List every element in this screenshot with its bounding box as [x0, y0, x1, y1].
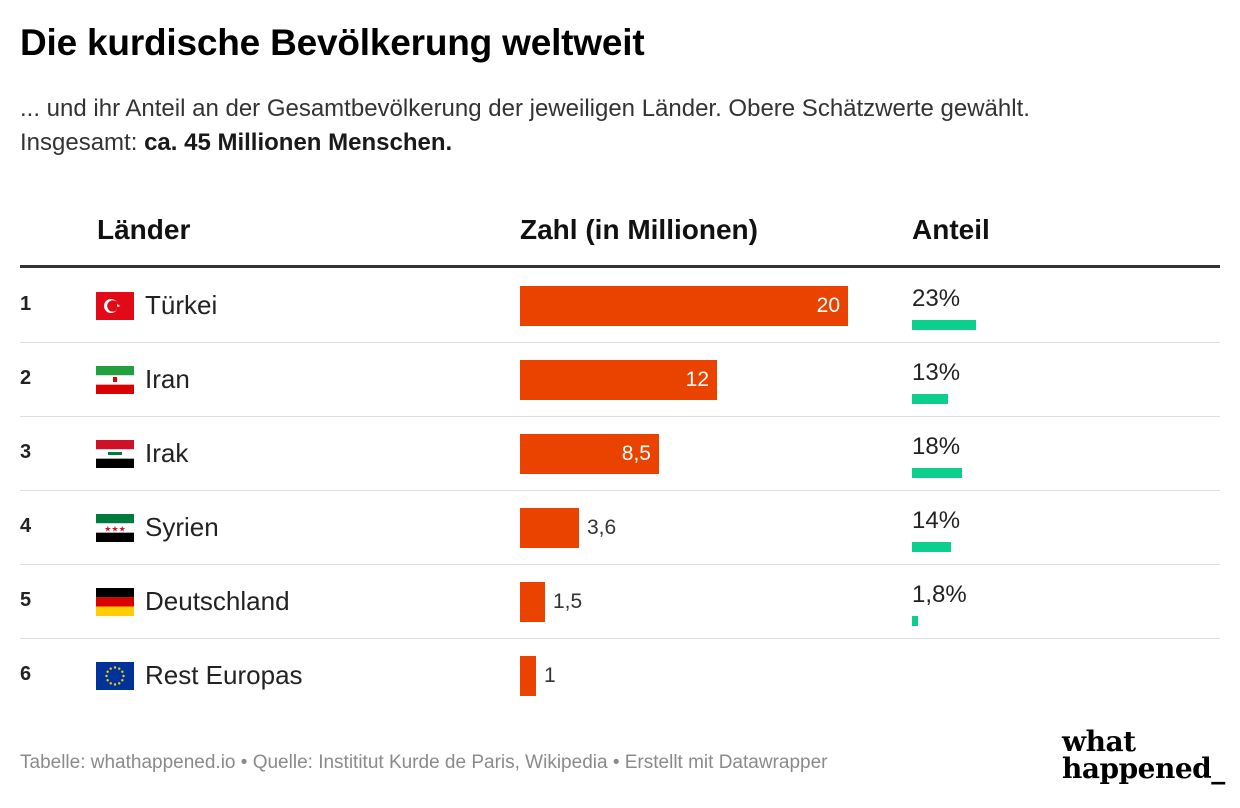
country-name: Syrien: [145, 512, 219, 542]
country-name: Türkei: [145, 290, 218, 320]
table-row: 4 ★★★ Syrien 3,6 14%: [20, 491, 1220, 565]
row-divider: [20, 638, 1220, 639]
share-label: 23%: [912, 285, 961, 312]
iraq-flag: [96, 440, 134, 468]
subtitle-total-prefix: Insgesamt:: [20, 129, 145, 156]
logo-line-2: happened_: [1062, 752, 1225, 785]
column-header-share: Anteil: [912, 214, 990, 245]
whathappened-logo: what happened_: [1062, 725, 1225, 785]
row-divider: [20, 342, 1220, 343]
logo-line-1: what: [1062, 725, 1136, 758]
row-divider: [20, 490, 1220, 491]
value-label: 20: [816, 294, 840, 317]
syria-flag: ★★★: [96, 514, 134, 542]
table-row: 1 Türkei 20 23%: [20, 269, 1220, 343]
source-footer: Tabelle: whathappened.io • Quelle: Insti…: [20, 752, 828, 773]
share-bar: [912, 394, 948, 404]
row-divider: [20, 416, 1220, 417]
table-row: 5 Deutschland 1,5 1,8%: [20, 565, 1220, 639]
share-label: 18%: [912, 433, 961, 460]
value-bar: 20: [520, 286, 848, 326]
value-label: 3,6: [587, 516, 617, 539]
share-bar: [912, 616, 918, 626]
value-label: 1,5: [553, 590, 583, 613]
table-row: 3 Irak 8,5 18%: [20, 417, 1220, 491]
iran-flag: [96, 366, 134, 394]
column-header-country: Länder: [97, 214, 191, 245]
share-bar: [912, 542, 951, 552]
row-divider: [20, 564, 1220, 565]
value-bar: 12: [520, 360, 717, 400]
row-rank: 5: [20, 589, 32, 611]
share-label: 14%: [912, 507, 961, 534]
table-row: 6 Rest Europas 1: [20, 639, 1220, 713]
value-bar: [520, 656, 536, 696]
chart-title: Die kurdische Bevölkerung weltweit: [20, 22, 645, 63]
country-name: Rest Europas: [145, 660, 303, 690]
share-bar: [912, 320, 976, 330]
share-label: 1,8%: [912, 581, 967, 608]
share-bar: [912, 468, 962, 478]
germany-flag: [96, 588, 134, 616]
row-rank: 6: [20, 663, 32, 685]
value-bar: 8,5: [520, 434, 659, 474]
svg-text:★★★: ★★★: [104, 525, 126, 534]
row-rank: 2: [20, 367, 32, 389]
column-header-number: Zahl (in Millionen): [520, 214, 758, 245]
value-bar: [520, 582, 545, 622]
row-rank: 4: [20, 515, 32, 537]
value-bar: [520, 508, 579, 548]
table-row: 2 Iran 12 13%: [20, 343, 1220, 417]
share-label: 13%: [912, 359, 961, 386]
turkey-flag: [96, 292, 134, 320]
value-label: 8,5: [621, 442, 651, 465]
value-label: 12: [685, 368, 709, 391]
country-name: Deutschland: [145, 586, 290, 616]
chart-subtitle: ... und ihr Anteil an der Gesamtbevölker…: [20, 92, 1220, 160]
subtitle-line-2: Insgesamt: ca. 45 Millionen Menschen.: [20, 126, 1220, 160]
subtitle-line-1: ... und ihr Anteil an der Gesamtbevölker…: [20, 95, 1030, 122]
value-label: 1: [544, 664, 556, 687]
row-rank: 1: [20, 293, 32, 315]
header-rule: [20, 265, 1220, 268]
country-name: Iran: [145, 364, 190, 394]
country-name: Irak: [145, 438, 189, 468]
eu-flag: [96, 662, 134, 690]
subtitle-total-value: ca. 45 Millionen Menschen.: [144, 129, 453, 156]
row-rank: 3: [20, 441, 32, 463]
